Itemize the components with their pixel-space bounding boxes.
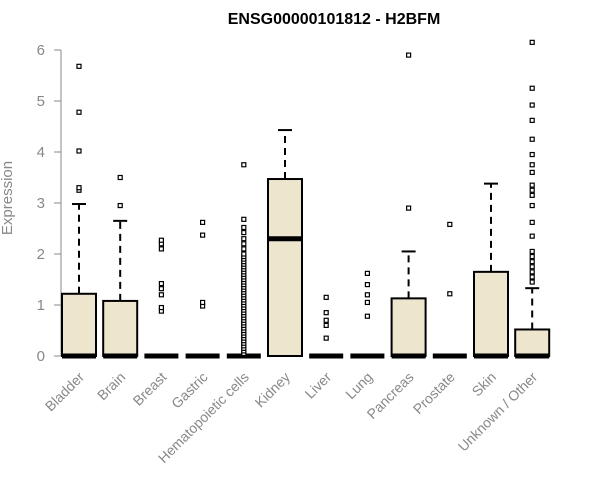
x-tick-label: Prostate [410,369,458,417]
outlier-point [323,322,329,328]
y-axis: 0 1 2 3 4 5 6 [37,42,62,365]
outlier-point [529,192,535,198]
outlier-point [529,279,535,285]
box-group [185,219,220,359]
box [102,299,139,358]
outlier-point [529,117,535,123]
outlier-point [241,229,247,236]
box-group [309,294,344,359]
outlier-point [447,221,453,228]
outlier-point [529,219,535,225]
outlier-point [406,205,412,211]
outlier-point [76,109,82,115]
y-tick-label: 5 [37,93,45,110]
x-tick-label: Brain [94,369,128,403]
outlier-point [200,219,206,225]
y-axis-label: Expression [0,161,16,235]
outlier-point [529,253,535,260]
outlier-point [529,274,535,280]
outlier-point [323,310,329,316]
y-tick-label: 2 [37,246,45,263]
outlier-point [364,299,370,306]
outlier-point [241,236,247,242]
outlier-point [529,233,535,239]
box-group [350,270,385,359]
box-group [390,52,427,359]
outlier-point [241,216,247,222]
outlier-point [323,335,329,341]
box-group [102,174,139,359]
box-group [61,63,97,359]
y-tick-label: 4 [37,144,45,161]
x-tick-label: Breast [130,369,170,409]
chart-title: ENSG00000101812 - H2BFM [228,11,441,28]
outlier-point [529,264,535,270]
outlier-point [117,174,123,181]
boxes [61,39,551,359]
outlier-point [241,246,247,252]
y-tick-label: 6 [37,42,45,59]
outlier-point [529,259,535,265]
outlier-point [200,232,206,238]
outlier-point [241,241,247,247]
outlier-point [158,286,164,292]
outlier-point [529,151,535,158]
box [61,292,97,357]
outlier-point [529,187,535,193]
outlier-point [323,294,329,300]
outlier-point [158,304,164,311]
box [267,178,303,357]
y-tick-label: 3 [37,195,45,212]
box-group [144,237,179,359]
box-group [473,182,509,359]
x-tick-label: Lung [342,369,375,402]
outlier-point [158,237,164,243]
outlier-point [158,280,164,287]
outlier-point [76,148,82,154]
outlier-point [529,182,535,188]
outlier-point [241,251,247,257]
outlier-point [323,317,329,323]
box-group [267,129,303,357]
x-tick-label: Skin [469,369,500,400]
outlier-point [529,39,535,45]
outlier-point [529,102,535,108]
outlier-point [364,292,370,298]
box-group [432,221,467,359]
y-tick-label: 0 [37,348,45,365]
x-tick-label: Liver [302,369,335,402]
outlier-point [364,282,370,288]
x-tick-label: Kidney [252,369,294,411]
outlier-point [200,299,206,306]
outlier-point [76,185,82,191]
box [514,328,551,358]
outlier-point [529,269,535,275]
outlier-point [241,224,247,231]
box [390,297,427,357]
outlier-point [529,85,535,91]
outlier-point [117,202,123,209]
outlier-point [529,248,535,255]
outlier-point [529,169,535,175]
outlier-point [406,52,412,58]
y-tick-label: 1 [37,297,45,314]
outlier-point [364,270,370,276]
box-group [226,162,261,359]
outlier-point [447,291,453,297]
outlier-point [529,162,535,168]
outlier-point [158,292,164,298]
x-tick-label: Bladder [42,369,88,415]
outlier-point [529,202,535,209]
box-group [514,39,551,359]
outlier-point [364,313,370,319]
outlier-point [76,63,82,69]
outlier-point [529,136,535,142]
outlier-point [241,162,247,168]
box [473,270,509,358]
outlier-point [158,246,164,252]
